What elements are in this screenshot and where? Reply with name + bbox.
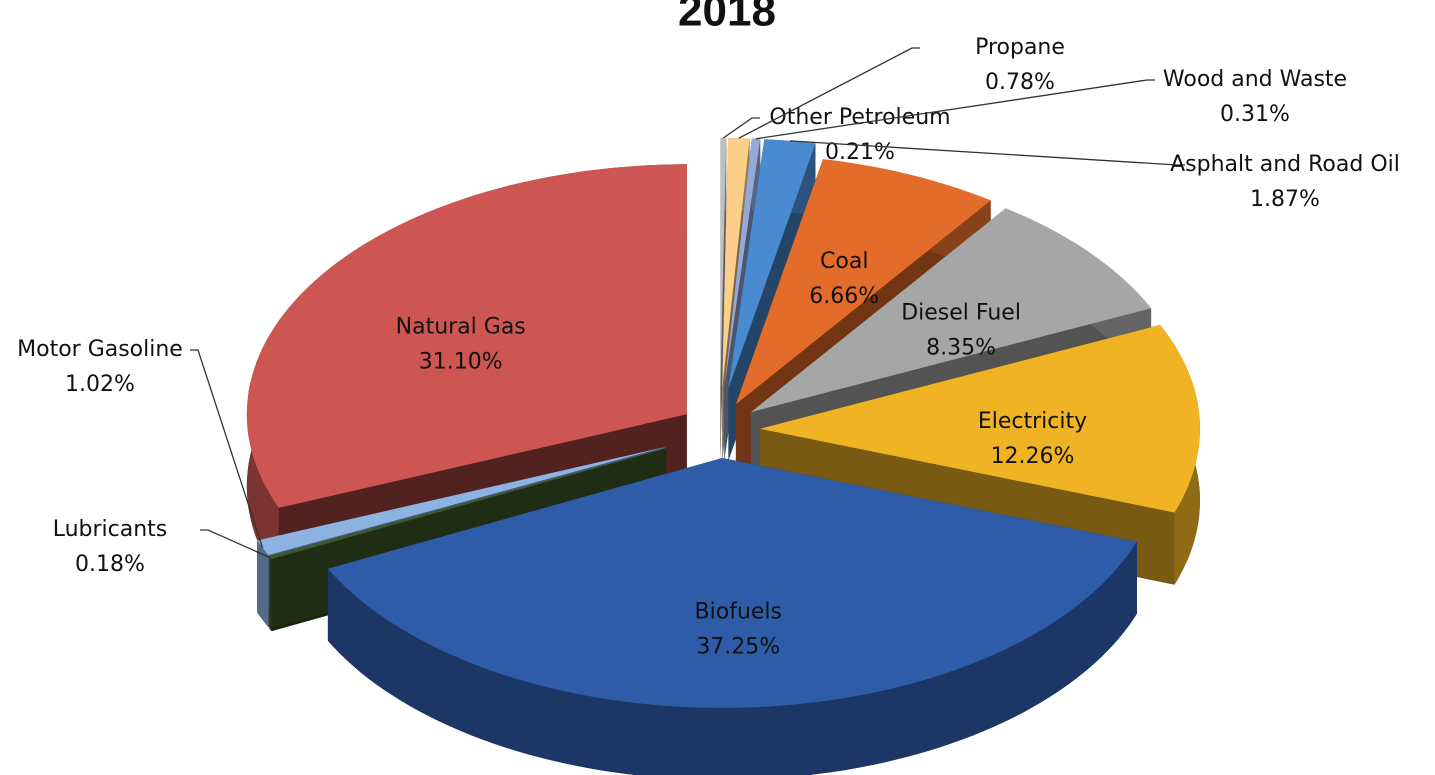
- slice-value: 0.18%: [75, 552, 145, 577]
- slice-label: Wood and Waste: [1163, 67, 1347, 92]
- slice: [720, 138, 727, 388]
- slice-value: 12.26%: [991, 444, 1075, 469]
- slice-side: [269, 556, 272, 632]
- slice-label: Lubricants: [53, 517, 168, 542]
- slice-value: 8.35%: [926, 335, 996, 360]
- leader-line: [738, 47, 920, 139]
- slice-label: Asphalt and Road Oil: [1170, 152, 1400, 177]
- slice: [750, 208, 1152, 413]
- slice-value: 0.78%: [985, 70, 1055, 95]
- slice: [728, 139, 816, 389]
- slice: [327, 458, 1137, 708]
- leader-line: [200, 529, 271, 559]
- chart-title: 2018: [678, 0, 776, 36]
- slice-value: 31.10%: [419, 350, 503, 375]
- slice-label: Diesel Fuel: [901, 300, 1021, 325]
- leader-line: [190, 349, 264, 549]
- slice: [735, 159, 991, 405]
- slice-value: 0.31%: [1220, 102, 1290, 127]
- slice-label: Electricity: [978, 409, 1087, 434]
- slice-value: 37.25%: [696, 635, 780, 660]
- slice-label: Other Petroleum: [769, 105, 950, 130]
- slice: [724, 138, 761, 389]
- slice-value: 1.02%: [65, 372, 135, 397]
- slice: [760, 324, 1200, 513]
- slice: [246, 164, 687, 508]
- leader-line: [789, 140, 1185, 166]
- slice-label: Natural Gas: [396, 315, 526, 340]
- pie: [246, 138, 1200, 775]
- slice-label: Coal: [820, 249, 868, 274]
- slice-value: 1.87%: [1250, 187, 1320, 212]
- slice-label: Biofuels: [695, 600, 782, 625]
- slice: [722, 138, 750, 388]
- leader-line: [755, 79, 1155, 140]
- slice: [257, 447, 666, 556]
- slice-label: Propane: [975, 35, 1065, 60]
- slice: [269, 448, 667, 560]
- slice-label: Motor Gasoline: [17, 337, 183, 362]
- slice-side: [257, 540, 269, 628]
- leader-line: [722, 117, 760, 139]
- slice-side: [720, 138, 727, 460]
- slice-value: 6.66%: [809, 284, 879, 309]
- slice-side: [327, 541, 1137, 775]
